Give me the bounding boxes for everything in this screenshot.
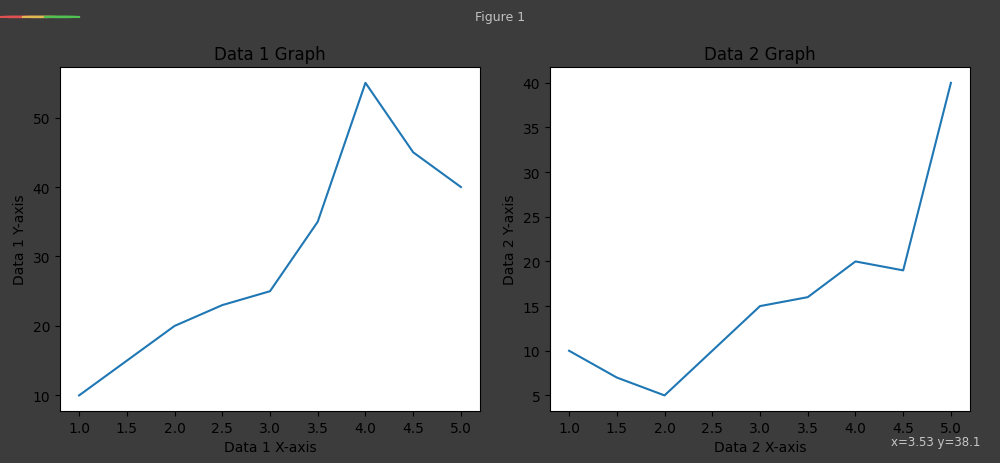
- Y-axis label: Data 2 Y-axis: Data 2 Y-axis: [503, 194, 517, 285]
- Title: Data 1 Graph: Data 1 Graph: [214, 46, 326, 64]
- Circle shape: [44, 17, 80, 19]
- Text: Figure 1: Figure 1: [475, 11, 525, 25]
- X-axis label: Data 1 X-axis: Data 1 X-axis: [224, 440, 316, 454]
- Y-axis label: Data 1 Y-axis: Data 1 Y-axis: [13, 194, 27, 285]
- Title: Data 2 Graph: Data 2 Graph: [704, 46, 816, 64]
- Circle shape: [22, 17, 58, 19]
- Text: x=3.53 y=38.1: x=3.53 y=38.1: [891, 435, 980, 448]
- Circle shape: [0, 17, 36, 19]
- X-axis label: Data 2 X-axis: Data 2 X-axis: [714, 440, 806, 454]
